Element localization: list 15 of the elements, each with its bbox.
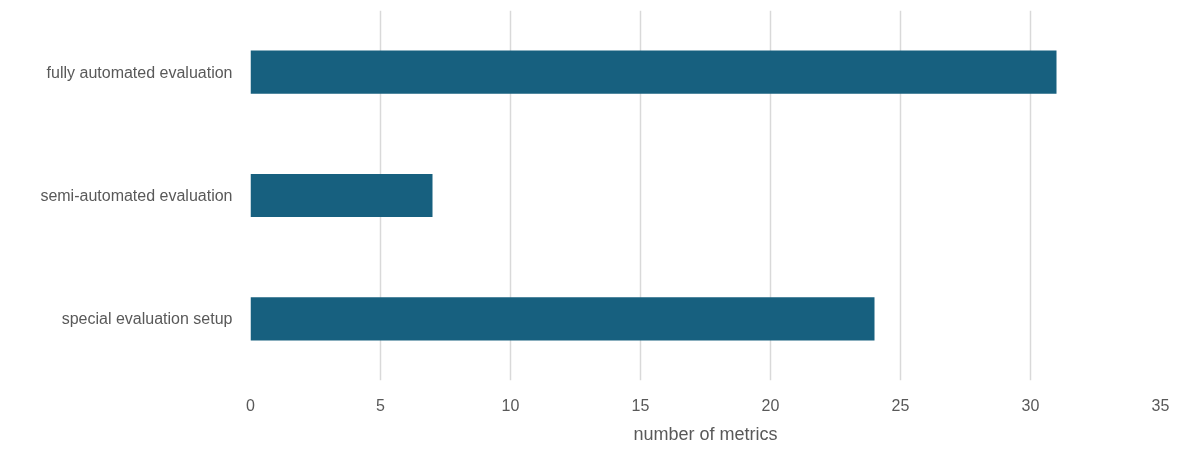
bar — [250, 50, 1057, 94]
x-tick-label: 20 — [761, 396, 780, 414]
x-tick-label: 25 — [891, 396, 910, 414]
x-tick-label: 5 — [376, 396, 386, 414]
x-axis-title: number of metrics — [633, 423, 778, 444]
x-tick-label: 15 — [631, 396, 650, 414]
x-tick-label: 35 — [1151, 396, 1170, 414]
y-tick-label: special evaluation setup — [61, 310, 233, 328]
y-tick-label: semi-automated evaluation — [40, 187, 233, 204]
x-tick-label: 0 — [246, 396, 256, 414]
x-tick-label: 30 — [1021, 396, 1040, 414]
x-tick-label: 10 — [501, 396, 520, 414]
y-tick-label: fully automated evaluation — [46, 63, 233, 81]
bar — [250, 297, 875, 341]
bar — [250, 173, 433, 218]
